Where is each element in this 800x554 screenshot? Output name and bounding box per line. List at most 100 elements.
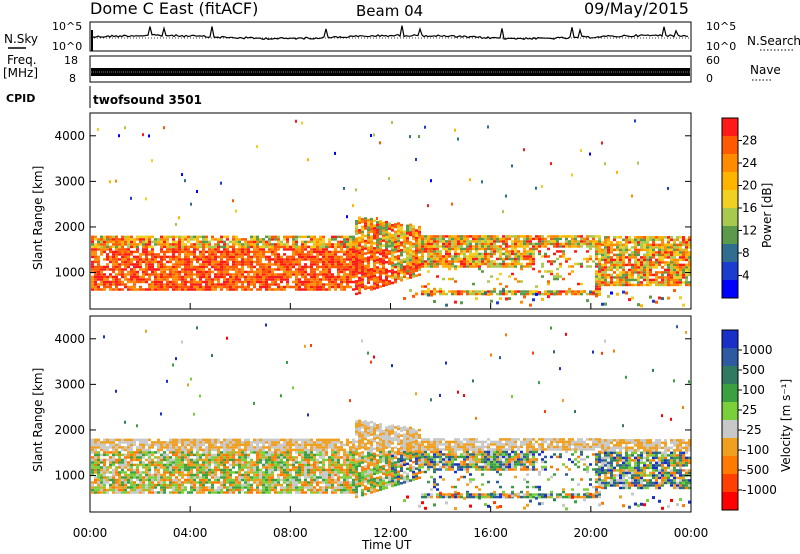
heatmap-cell — [169, 473, 172, 477]
heatmap-cell — [190, 458, 193, 462]
heatmap-cell — [685, 266, 688, 269]
heatmap-cell — [136, 275, 139, 279]
heatmap-cell — [295, 280, 298, 284]
heatmap-cell — [637, 236, 640, 239]
heatmap-cell — [223, 250, 226, 254]
heatmap-cell — [109, 235, 112, 239]
heatmap-cell — [118, 453, 121, 457]
heatmap-cell — [652, 248, 655, 252]
heatmap-cell — [121, 275, 124, 279]
heatmap-cell — [313, 476, 316, 479]
heatmap-cell — [379, 280, 382, 283]
heatmap-cell — [568, 240, 571, 243]
heatmap-cell — [505, 292, 508, 296]
heatmap-cell — [280, 268, 283, 271]
heatmap-cell — [646, 241, 649, 244]
heatmap-cell — [349, 260, 352, 264]
heatmap-cell — [109, 466, 112, 469]
heatmap-cell — [112, 270, 115, 274]
heatmap-cell — [148, 238, 151, 241]
heatmap-cell — [598, 275, 601, 278]
heatmap-cell — [193, 473, 196, 477]
heatmap-cell — [253, 240, 256, 244]
heatmap-cell — [304, 458, 307, 462]
heatmap-cell — [190, 270, 193, 274]
heatmap-cell — [229, 283, 232, 286]
heatmap-cell — [112, 471, 115, 474]
heatmap-cell — [298, 448, 301, 452]
heatmap-cell — [553, 292, 556, 296]
heatmap-cell — [247, 288, 250, 291]
heatmap-cell — [190, 486, 193, 489]
heatmap-cell — [214, 463, 217, 467]
heatmap-cell — [151, 250, 154, 254]
heatmap-cell — [619, 266, 622, 269]
heatmap-cell — [172, 258, 175, 261]
heatmap-cell — [286, 468, 289, 472]
heatmap-cell — [268, 483, 271, 487]
power-ylabel: Slant Range [km] — [31, 166, 45, 270]
heatmap-cell — [301, 481, 304, 484]
heatmap-cell — [628, 241, 631, 244]
heatmap-cell — [457, 260, 460, 263]
heatmap-cell — [211, 283, 214, 286]
heatmap-cell — [97, 275, 100, 279]
heatmap-cell — [661, 241, 664, 244]
heatmap-cell — [142, 243, 145, 246]
heatmap-cell — [193, 443, 196, 447]
heatmap-cell — [292, 441, 295, 444]
heatmap-cell — [313, 240, 316, 244]
heatmap-cell — [100, 478, 103, 482]
heatmap-cell — [205, 250, 208, 254]
heatmap-cell — [271, 466, 274, 469]
heatmap-cell — [259, 488, 262, 492]
heatmap-cell — [307, 488, 310, 492]
heatmap-cell — [271, 468, 274, 472]
heatmap-cell — [295, 288, 298, 291]
heatmap-cell — [307, 278, 310, 281]
heatmap-cell — [670, 268, 673, 272]
heatmap-cell — [190, 483, 193, 487]
heatmap-cell — [211, 253, 214, 256]
heatmap-cell — [208, 458, 211, 462]
heatmap-cell — [163, 478, 166, 482]
heatmap-cell — [490, 242, 493, 246]
heatmap-cell — [118, 134, 120, 138]
heatmap-cell — [127, 476, 130, 479]
heatmap-cell — [229, 456, 232, 459]
heatmap-cell — [130, 466, 133, 469]
heatmap-cell — [121, 476, 124, 479]
heatmap-cell — [97, 263, 100, 266]
heatmap-cell — [169, 275, 172, 279]
heatmap-cell — [355, 265, 358, 268]
heatmap-cell — [595, 240, 598, 243]
heatmap-cell — [418, 243, 421, 246]
heatmap-cell — [616, 246, 619, 249]
heatmap-cell — [400, 231, 403, 234]
heatmap-cell — [160, 458, 163, 462]
heatmap-cell — [115, 258, 118, 261]
heatmap-cell — [250, 258, 253, 261]
heatmap-cell — [157, 458, 160, 462]
heatmap-cell — [229, 483, 232, 487]
heatmap-cell — [133, 483, 136, 487]
heatmap-cell — [235, 243, 238, 246]
heatmap-cell — [436, 290, 439, 293]
heatmap-cell — [622, 248, 625, 252]
heatmap-cell — [571, 245, 574, 248]
heatmap-cell — [175, 458, 178, 462]
heatmap-cell — [319, 283, 322, 286]
heatmap-cell — [208, 468, 211, 472]
heatmap-cell — [91, 270, 94, 274]
heatmap-cell — [301, 270, 304, 274]
heatmap-cell — [295, 258, 298, 261]
heatmap-cell — [682, 273, 685, 277]
heatmap-cell — [331, 235, 334, 239]
heatmap-cell — [97, 456, 100, 459]
heatmap-cell — [157, 283, 160, 286]
heatmap-cell — [451, 277, 454, 281]
heatmap-cell — [376, 221, 379, 224]
heatmap-cell — [391, 264, 394, 267]
heatmap-cell — [649, 251, 652, 254]
heatmap-cell — [193, 412, 195, 416]
